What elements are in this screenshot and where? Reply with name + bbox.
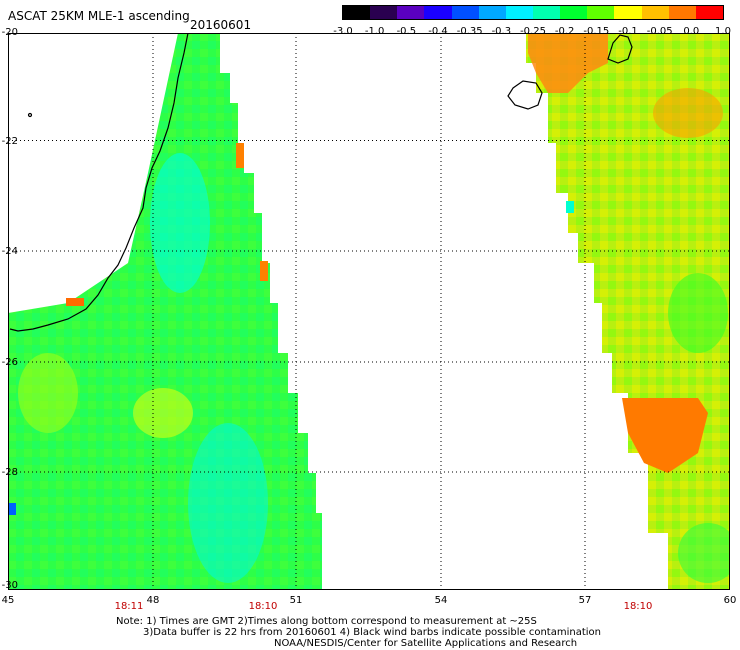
pass-time-label: 18:10 xyxy=(248,601,278,612)
product-date: 20160601 xyxy=(190,18,252,32)
lat-label: -30 xyxy=(1,580,18,591)
color-swatch xyxy=(505,6,533,19)
color-scale-tick: 1.0 xyxy=(715,26,731,37)
green-patch xyxy=(668,273,728,353)
color-swatch xyxy=(397,6,425,19)
lat-label: -22 xyxy=(1,136,18,147)
color-swatch xyxy=(560,6,588,19)
lat-label: -28 xyxy=(1,467,18,478)
pass-time-label: 18:10 xyxy=(623,601,653,612)
color-swatch xyxy=(641,6,669,19)
pass-time-label: 18:11 xyxy=(114,601,144,612)
color-swatch xyxy=(695,6,723,19)
color-scale-tick: -0.35 xyxy=(456,26,483,37)
lat-label: -20 xyxy=(1,27,18,38)
color-scale-tick: -0.05 xyxy=(646,26,673,37)
color-swatch xyxy=(587,6,615,19)
east-swath xyxy=(526,33,730,590)
lat-label: -26 xyxy=(1,357,18,368)
color-scale-tick: -0.4 xyxy=(428,26,448,37)
graticule xyxy=(8,33,730,590)
madagascar-coast xyxy=(9,33,189,332)
product-title: ASCAT 25KM MLE-1 ascending xyxy=(8,9,190,23)
lon-label: 45 xyxy=(1,595,15,606)
cyan-patch xyxy=(188,423,268,583)
yellow-patch xyxy=(18,353,78,433)
note-line-3: NOAA/NESDIS/Center for Satellite Applica… xyxy=(274,638,578,649)
color-scale-tick: -1.0 xyxy=(364,26,385,37)
reunion-coast xyxy=(507,80,543,110)
orange-patch xyxy=(622,398,708,473)
color-swatch xyxy=(532,6,561,19)
map-plot xyxy=(8,33,730,590)
orange-pixel xyxy=(66,298,84,306)
color-scale-tick: 0.0 xyxy=(683,26,700,37)
west-swath xyxy=(8,33,322,590)
color-scale-tick: -0.25 xyxy=(520,26,546,37)
cyan-patch xyxy=(150,153,210,293)
color-swatch xyxy=(343,6,371,19)
mauritius-coast xyxy=(607,34,633,64)
note-line-1: Note: 1) Times are GMT 2)Times along bot… xyxy=(116,616,537,627)
lon-label: 51 xyxy=(289,595,303,606)
color-scale-tick: -0.15 xyxy=(583,26,610,37)
orange-patch xyxy=(653,88,723,138)
lon-label: 60 xyxy=(723,595,737,606)
orange-pixel xyxy=(260,261,268,281)
lon-label: 57 xyxy=(578,595,592,606)
lon-label: 48 xyxy=(146,595,160,606)
color-swatch xyxy=(424,6,452,19)
orange-patch xyxy=(528,33,608,93)
orange-pixel xyxy=(236,143,244,168)
green-patch xyxy=(678,523,730,583)
yellow-patch xyxy=(133,388,193,438)
color-scale-bar xyxy=(342,5,724,20)
color-swatch xyxy=(614,6,642,19)
color-scale-tick: -3.0 xyxy=(333,26,353,37)
lon-label: 54 xyxy=(434,595,448,606)
blue-pixel xyxy=(8,503,16,515)
color-scale-tick: -0.2 xyxy=(554,26,575,37)
lat-label: -24 xyxy=(1,246,18,257)
color-scale-tick: -0.3 xyxy=(491,26,512,37)
color-swatch xyxy=(451,6,479,19)
color-swatch xyxy=(370,6,398,19)
coastline xyxy=(9,33,633,332)
islet xyxy=(27,112,33,118)
color-scale-labels: -3.0 -1.0 -0.5 -0.4 -0.35 -0.3 -0.25 -0.2 -0.15-… xyxy=(330,26,740,38)
plot-frame xyxy=(8,33,730,590)
color-swatch xyxy=(478,6,506,19)
color-scale-tick: -0.5 xyxy=(396,26,417,37)
cyan-pixel xyxy=(566,201,574,213)
color-swatch xyxy=(668,6,696,19)
color-scale-tick: -0.1 xyxy=(618,26,638,37)
note-line-2: 3)Data buffer is 22 hrs from 20160601 4)… xyxy=(143,627,601,638)
